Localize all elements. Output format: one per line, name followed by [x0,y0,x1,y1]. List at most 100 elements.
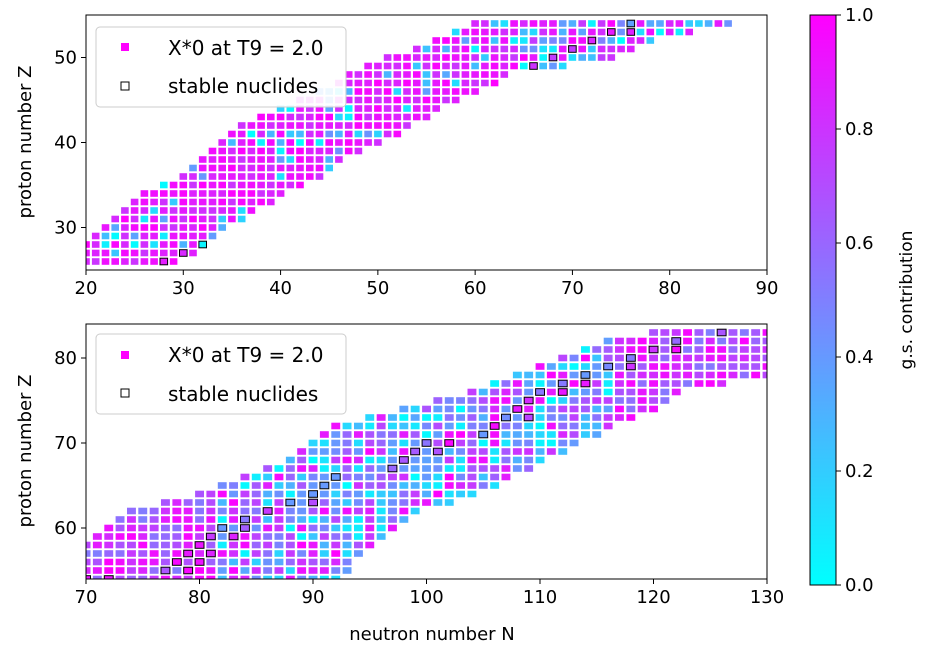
top-cell-n75-z54 [617,20,625,27]
bottom-cell-n117-z73 [615,414,624,421]
top-cell-n31-z33 [189,198,197,206]
bottom-cell-n102-z67 [444,465,454,472]
top-cell-n28-z32 [160,207,168,214]
bottom-cell-n123-z77 [683,380,692,387]
bottom-x-tick-label: 110 [523,587,557,608]
bottom-cell-n91-z71 [319,431,329,438]
top-cell-n51-z42 [383,122,392,129]
top-cell-n79-z54 [656,20,664,27]
top-cell-n75-z53 [617,28,625,36]
top-cell-n32-z31 [198,215,207,223]
bottom-cell-n104-z66 [467,473,477,481]
top-y-axis: 30 40 50 [54,48,86,239]
bottom-cell-n106-z77 [490,380,500,387]
bottom-cell-n88-z66 [285,473,295,481]
top-cell-n36-z42 [237,122,246,129]
top-cell-n71-z50 [578,54,586,61]
top-cell-n49-z44 [364,105,372,112]
bottom-cell-n120-z77 [649,380,658,387]
top-cell-n70-z51 [568,45,577,53]
top-cell-n47-z42 [344,122,353,129]
bottom-cell-n97-z73 [388,414,397,421]
bottom-cell-n73-z54 [115,575,125,579]
bottom-cell-n102-z63 [444,499,454,506]
bottom-cell-n88-z57 [285,550,295,557]
bottom-cell-n122-z82 [671,337,682,345]
bottom-cell-n111-z69 [546,448,556,455]
top-cell-n36-z38 [237,156,246,163]
bottom-cell-n102-z73 [444,414,454,421]
bottom-cell-n101-z74 [433,405,443,413]
bottom-cell-n113-z73 [569,414,579,421]
top-cell-n62-z49 [490,62,499,70]
bottom-cell-n92-z58 [331,541,341,549]
bottom-cell-n96-z71 [376,431,386,438]
top-cell-n39-z33 [267,198,275,206]
top-cell-n62-z50 [490,54,499,61]
top-cell-n32-z35 [198,181,207,189]
bottom-cell-n83-z61 [229,516,238,523]
top-cell-n29-z26 [169,258,178,265]
top-cell-n69-z49 [558,62,567,70]
bottom-cell-n91-z65 [319,481,330,490]
top-cell-n27-z30 [150,224,158,231]
bottom-cell-n95-z69 [365,448,375,455]
top-cell-n77-z52 [636,37,645,44]
top-cell-n26-z32 [140,207,149,214]
bottom-cell-n99-z64 [410,490,420,498]
top-cell-n73-z53 [597,28,606,36]
bottom-cell-n101-z65 [433,482,443,489]
bottom-cell-n100-z67 [422,465,431,472]
top-y-tick-label: 50 [54,48,77,69]
top-cell-n30-z29 [179,232,188,240]
top-cell-n70-z53 [568,28,577,36]
bottom-cell-n81-z58 [206,541,216,549]
top-cell-n32-z33 [198,198,207,206]
bottom-cell-n105-z71 [478,430,489,439]
bottom-cell-n94-z68 [354,456,363,464]
top-cell-n37-z42 [247,122,256,129]
top-cell-n68-z51 [549,45,557,53]
bottom-cell-n89-z58 [297,541,307,549]
bottom-cell-n91-z68 [319,456,329,464]
top-cell-n45-z38 [325,156,333,163]
top-cell-n58-z52 [451,37,460,44]
top-cell-n25-z28 [130,241,139,248]
bottom-cell-n91-z58 [319,541,329,549]
bottom-cell-n116-z82 [603,337,613,345]
top-x-tick-label: 80 [658,278,681,299]
bottom-cell-n102-z64 [444,490,454,498]
bottom-cell-n124-z82 [694,337,704,345]
top-cell-n63-z50 [500,54,509,61]
top-cell-n51-z47 [383,79,392,87]
bottom-cell-n74-z57 [127,550,136,557]
top-cell-n39-z39 [267,147,275,155]
top-cell-n57-z48 [442,71,450,78]
top-cell-n31-z31 [189,215,197,223]
top-legend-label-x0: X*0 at T9 = 2.0 [168,36,323,60]
top-cell-n27-z34 [150,190,158,197]
top-cell-n48-z47 [354,79,363,87]
bottom-cell-n72-z54 [103,575,114,579]
top-cell-n54-z50 [413,54,421,61]
top-cell-n68-z50 [548,53,558,62]
bottom-cell-n91-z59 [319,533,329,540]
bottom-cell-n125-z77 [705,380,715,387]
bottom-cell-n92-z59 [331,533,341,540]
top-cell-n33-z38 [208,156,217,163]
bottom-cell-n72-z59 [104,533,114,540]
bottom-cell-n88-z61 [285,516,295,523]
bottom-cell-n97-z60 [388,524,397,532]
colorbar-tick-label: 0.2 [845,461,874,482]
bottom-cell-n101-z72 [433,422,443,430]
bottom-cell-n81-z61 [206,516,216,523]
top-cell-n56-z51 [432,45,440,53]
bottom-cell-n90-z69 [308,448,318,455]
top-x-tick-label: 60 [464,278,487,299]
top-cell-n71-z51 [578,45,586,53]
top-cell-n26-z34 [140,190,149,197]
bottom-cell-n95-z59 [365,533,375,540]
bottom-cell-n94-z69 [354,448,363,455]
bottom-cell-n79-z59 [183,533,193,540]
